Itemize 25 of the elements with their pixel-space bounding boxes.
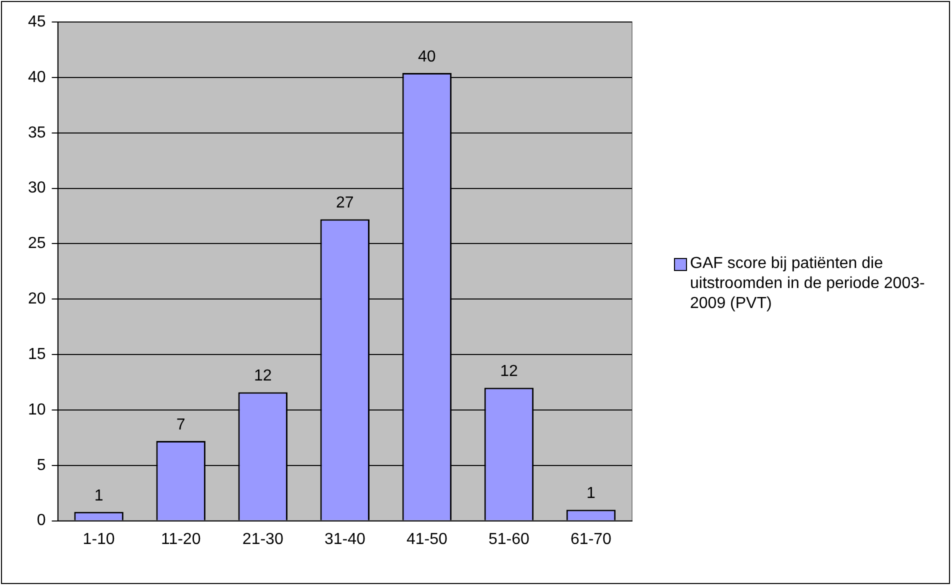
- x-tick-label: 21-30: [242, 530, 284, 548]
- y-tick-label: 45: [28, 13, 46, 30]
- data-label: 1: [586, 485, 596, 502]
- y-tick-label: 30: [28, 180, 46, 197]
- x-tick-label: 11-20: [160, 530, 201, 548]
- y-tick-label: 25: [28, 235, 46, 252]
- x-tick-label: 41-50: [406, 530, 448, 548]
- y-tick-label: 40: [28, 68, 46, 86]
- data-label: 7: [176, 416, 186, 434]
- y-tick-label: 35: [28, 124, 46, 142]
- y-tick-label: 0: [36, 512, 46, 530]
- x-tick-label: 31-40: [324, 530, 366, 548]
- x-tick-label: 51-60: [488, 530, 530, 548]
- y-tick-label: 15: [28, 346, 46, 363]
- data-label: 40: [418, 48, 436, 66]
- y-tick-label: 20: [28, 290, 46, 308]
- x-tick-label: 1-10: [82, 530, 115, 548]
- y-tick-label: 10: [28, 401, 46, 418]
- data-label: 12: [254, 368, 272, 385]
- data-label: 12: [500, 363, 518, 380]
- data-label: 27: [336, 194, 354, 212]
- legend-label: GAF score bij patiënten die uitstroomden in de periode 2003-2009 (PVT): [690, 254, 926, 314]
- x-tick-label: 61-70: [570, 530, 612, 548]
- y-tick-label: 5: [36, 456, 46, 474]
- data-label: 1: [94, 487, 104, 504]
